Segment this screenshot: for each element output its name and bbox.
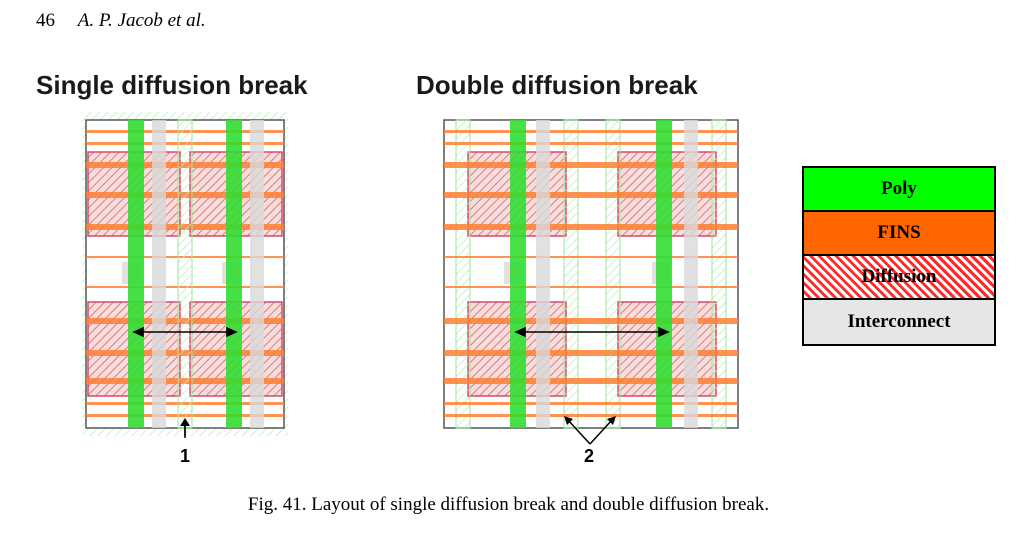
double-diffusion-layout — [440, 112, 742, 436]
marker-2: 2 — [584, 446, 595, 466]
page-header: 46 A. P. Jacob et al. — [36, 10, 206, 32]
legend-fins-label: FINS — [877, 222, 921, 243]
marker-2-arrows — [564, 416, 616, 445]
poly-lines — [510, 120, 672, 428]
legend-interconnect-label: Interconnect — [847, 311, 951, 332]
legend: Poly FINS Diffusion Interconnect — [802, 166, 996, 346]
page-number: 46 — [36, 10, 55, 31]
legend-poly-label: Poly — [881, 178, 917, 199]
single-diffusion-layout — [82, 112, 288, 436]
single-diffusion-title: Single diffusion break — [36, 70, 308, 100]
figure-caption: Fig. 41. Layout of single diffusion brea… — [247, 494, 770, 515]
marker-1-arrow — [180, 418, 190, 438]
double-arrow — [132, 326, 238, 338]
poly-lines — [128, 120, 242, 428]
double-arrow — [514, 326, 670, 338]
marker-1: 1 — [180, 446, 191, 466]
fins — [444, 130, 738, 417]
running-author: A. P. Jacob et al. — [77, 10, 206, 31]
legend-diffusion: Diffusion — [804, 256, 994, 300]
legend-diffusion-label: Diffusion — [861, 266, 937, 287]
legend-fins: FINS — [804, 212, 994, 256]
legend-interconnect: Interconnect — [804, 300, 994, 344]
double-diffusion-title: Double diffusion break — [416, 70, 698, 100]
legend-poly: Poly — [804, 168, 994, 212]
interconnect — [122, 120, 264, 428]
